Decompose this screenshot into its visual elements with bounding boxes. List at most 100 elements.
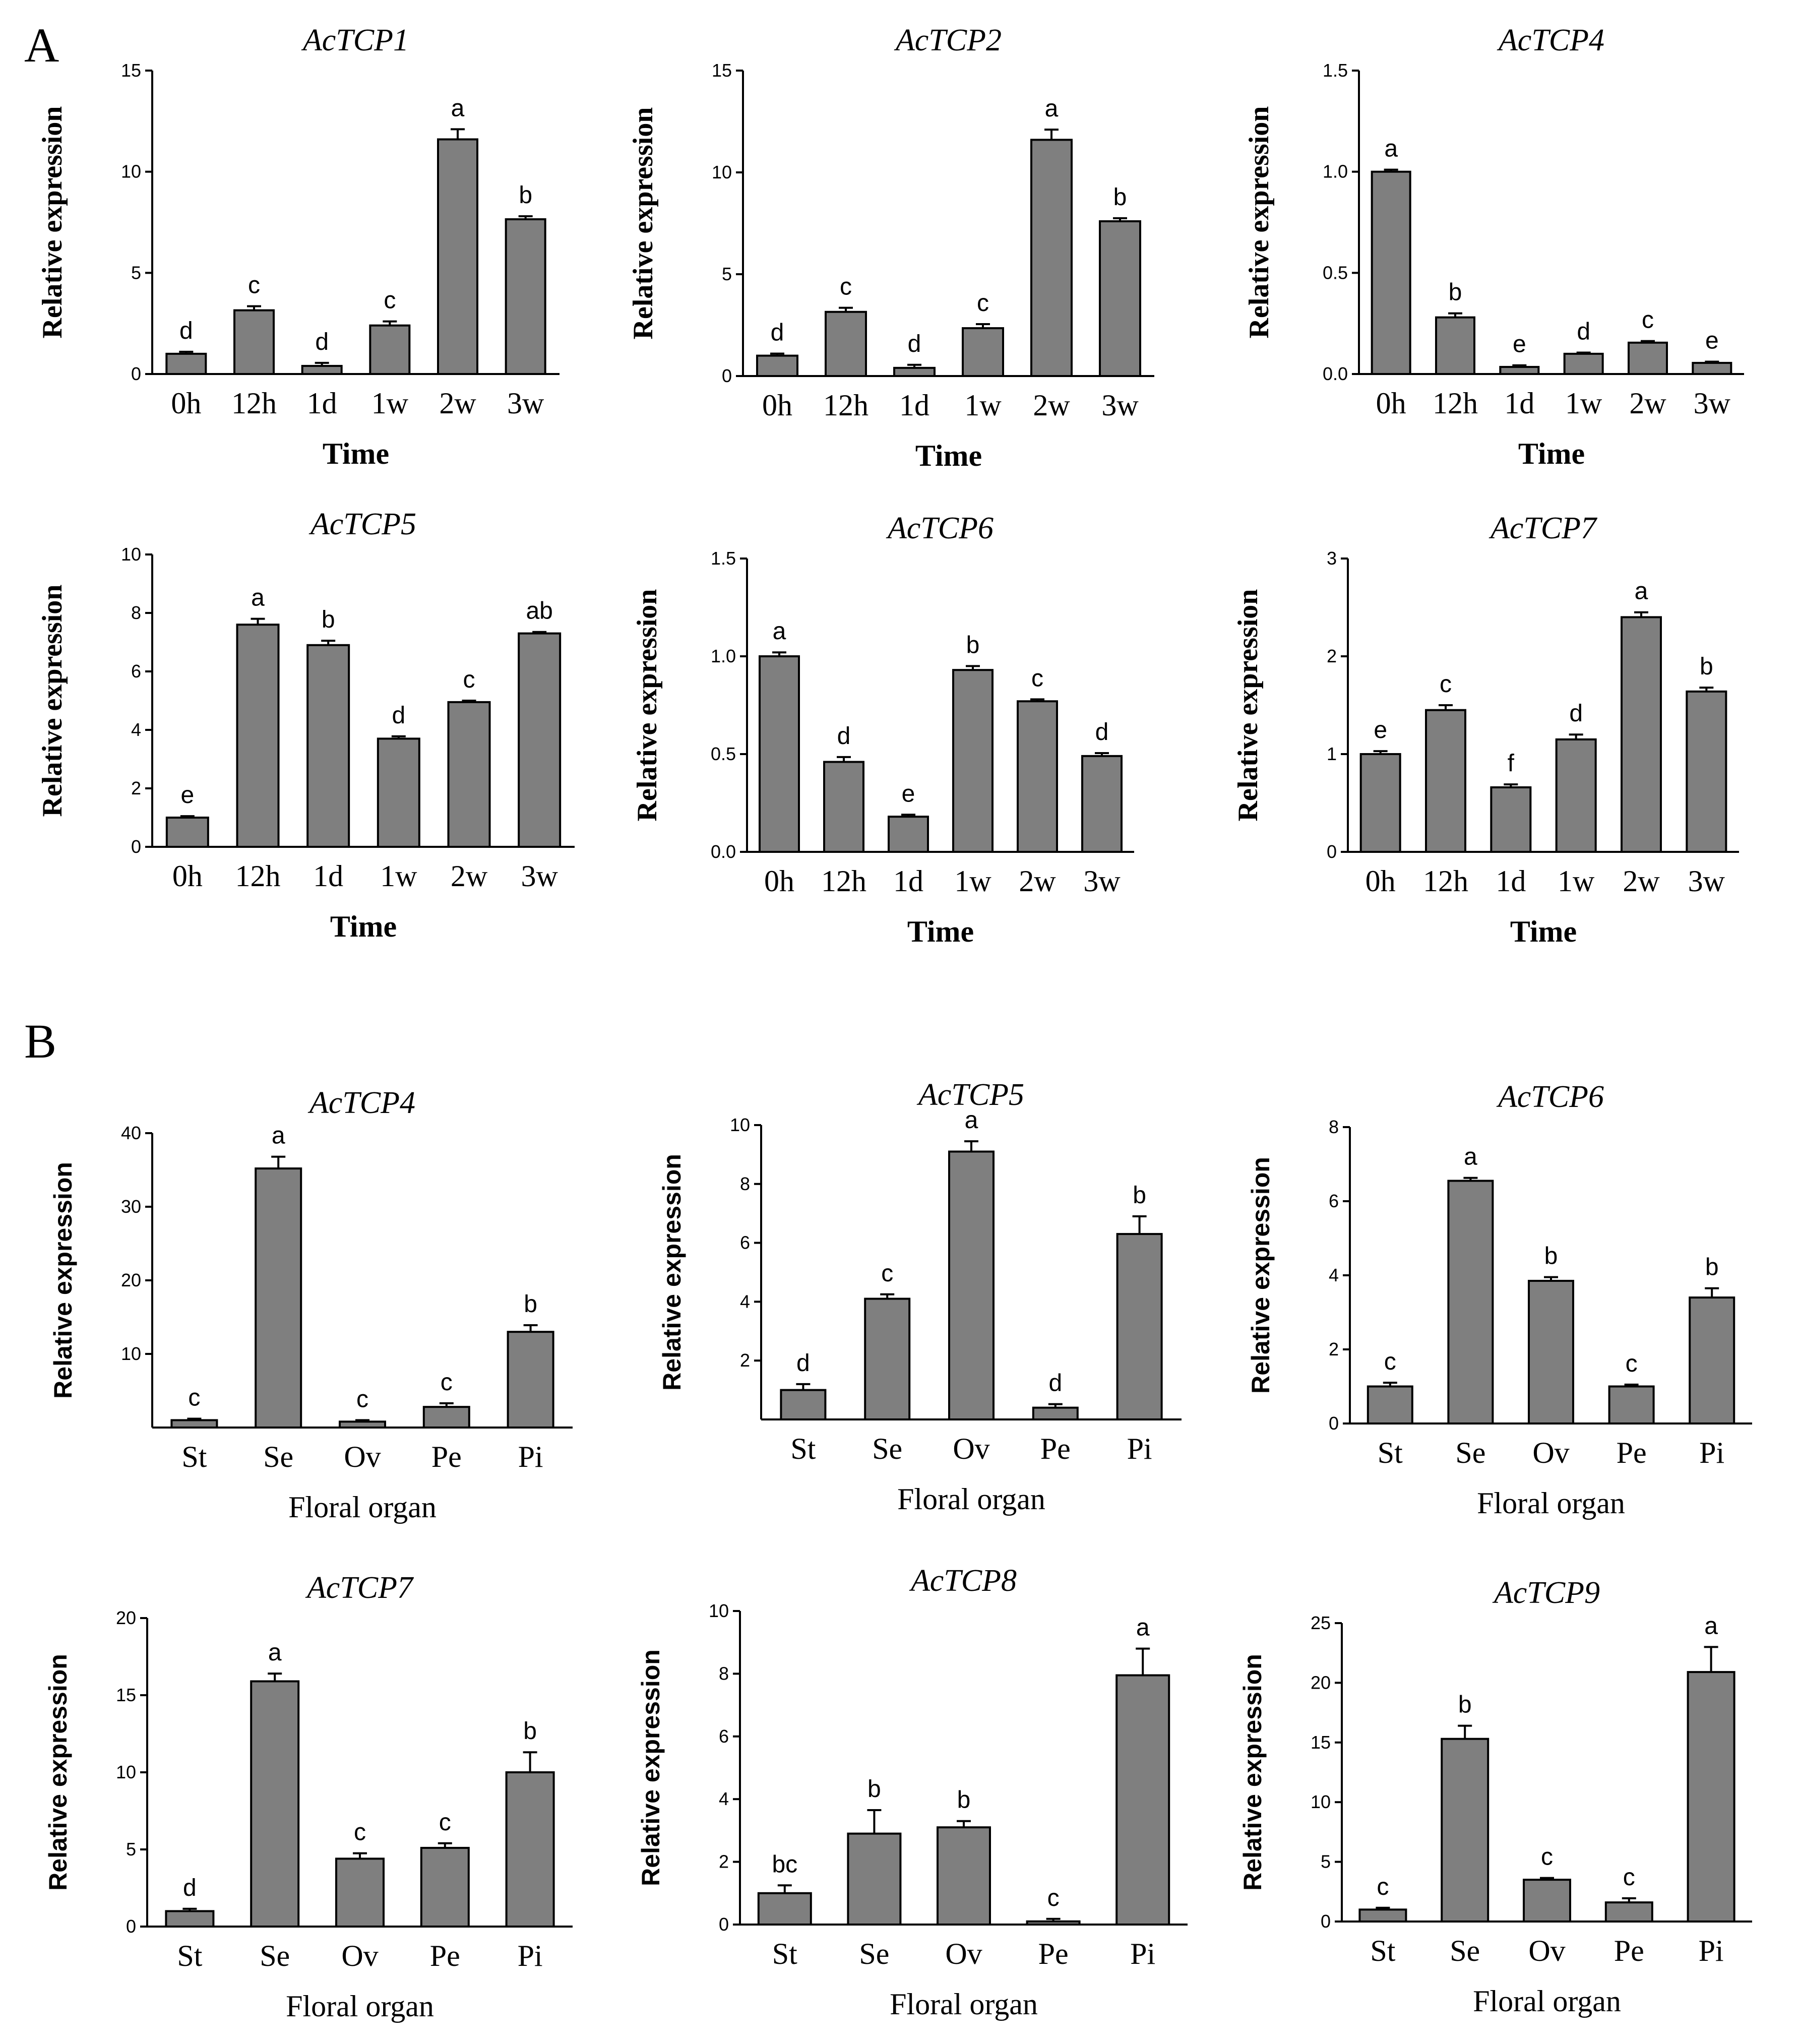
x-axis-label: Time xyxy=(1510,915,1577,948)
y-tick-label: 0 xyxy=(131,836,141,857)
significance-label: a xyxy=(451,95,465,121)
bar xyxy=(893,366,936,378)
significance-label: a xyxy=(1464,1144,1477,1170)
bar xyxy=(864,1297,911,1421)
significance-label: c xyxy=(1541,1844,1553,1871)
x-tick-label: 1w xyxy=(380,859,417,893)
bar xyxy=(335,1857,385,1928)
chart-title: AcTCP7 xyxy=(1488,511,1598,545)
significance-label: d xyxy=(315,329,329,355)
bar xyxy=(233,309,275,376)
bar xyxy=(1425,709,1466,853)
y-tick-label: 20 xyxy=(116,1607,136,1628)
bar xyxy=(422,1406,470,1429)
bar xyxy=(1116,1233,1163,1421)
significance-label: a xyxy=(1704,1613,1718,1639)
y-tick-label: 0 xyxy=(1321,1911,1331,1932)
significance-label: c xyxy=(384,287,396,314)
bar xyxy=(1523,1879,1571,1923)
y-tick-label: 8 xyxy=(740,1173,750,1194)
significance-label: b xyxy=(322,606,335,633)
x-tick-label: 0h xyxy=(1376,387,1406,420)
bar xyxy=(1441,1738,1490,1923)
chart-title: AcTCP1 xyxy=(301,23,409,57)
x-tick-label: Pe xyxy=(1614,1934,1644,1967)
x-tick-label: Ov xyxy=(1528,1934,1565,1967)
y-tick-label: 8 xyxy=(719,1663,729,1684)
significance-label: c xyxy=(1626,1350,1638,1377)
chart-title: AcTCP4 xyxy=(1497,23,1604,57)
bar xyxy=(1115,1674,1170,1926)
significance-label: b xyxy=(523,1718,537,1745)
y-tick-label: 10 xyxy=(121,544,141,565)
x-tick-label: St xyxy=(177,1939,202,1972)
bar xyxy=(437,138,478,375)
bar xyxy=(1030,139,1073,377)
bar xyxy=(1687,1671,1735,1923)
y-axis-label: Relative expression xyxy=(632,589,663,822)
y-axis-label: Relative expression xyxy=(658,1154,686,1391)
bar xyxy=(1686,690,1727,853)
bar xyxy=(952,669,994,853)
bar xyxy=(1528,1280,1574,1424)
bar xyxy=(1358,1908,1407,1923)
x-tick-label: 1w xyxy=(371,387,409,420)
y-tick-label: 5 xyxy=(126,1839,136,1860)
significance-label: e xyxy=(1705,328,1719,354)
significance-label: b xyxy=(1544,1243,1558,1270)
y-tick-label: 0 xyxy=(126,1916,136,1937)
x-tick-label: Se xyxy=(263,1440,293,1473)
x-axis-label: Floral organ xyxy=(286,1990,434,2023)
significance-label: a xyxy=(272,1123,285,1149)
y-axis-label: Relative expression xyxy=(37,585,68,817)
y-tick-label: 10 xyxy=(730,1114,750,1135)
chart-title: AcTCP5 xyxy=(308,507,416,541)
bar xyxy=(505,1771,555,1928)
y-tick-label: 0 xyxy=(719,1914,729,1935)
x-tick-label: Pi xyxy=(1699,1436,1724,1469)
significance-label: c xyxy=(248,272,260,299)
bar xyxy=(962,327,1004,377)
significance-label: d xyxy=(796,1350,810,1377)
x-tick-label: 12h xyxy=(1433,387,1478,420)
x-tick-label: 3w xyxy=(1101,389,1139,422)
bar xyxy=(165,1910,215,1928)
bar xyxy=(1447,1180,1494,1424)
y-tick-label: 1.5 xyxy=(711,548,736,569)
x-tick-label: Pi xyxy=(518,1440,543,1473)
significance-label: d xyxy=(179,318,193,344)
x-tick-label: 0h xyxy=(762,389,792,422)
significance-label: d xyxy=(908,331,921,357)
y-tick-label: 1 xyxy=(1327,744,1337,764)
x-tick-label: St xyxy=(772,1937,797,1970)
significance-label: d xyxy=(1577,318,1590,345)
y-tick-label: 8 xyxy=(131,602,141,623)
bar xyxy=(1081,755,1123,853)
x-tick-label: 3w xyxy=(507,387,544,420)
y-tick-label: 2 xyxy=(131,778,141,798)
x-tick-label: 12h xyxy=(235,859,281,893)
y-tick-label: 6 xyxy=(131,661,141,682)
x-tick-label: Pe xyxy=(1040,1432,1071,1465)
significance-label: a xyxy=(1136,1615,1150,1641)
significance-label: d xyxy=(1095,719,1109,746)
y-tick-label: 0.5 xyxy=(711,744,736,764)
y-tick-label: 10 xyxy=(712,162,732,182)
significance-label: b xyxy=(1113,184,1127,211)
significance-label: c xyxy=(1384,1348,1396,1375)
x-tick-label: 1w xyxy=(1565,387,1602,420)
y-tick-label: 2 xyxy=(740,1350,750,1371)
y-axis-label: Relative expression xyxy=(628,107,659,340)
x-tick-label: 3w xyxy=(521,859,558,893)
y-tick-label: 1.0 xyxy=(1323,161,1348,182)
significance-label: b xyxy=(524,1291,537,1318)
significance-label: c xyxy=(1642,307,1654,334)
x-tick-label: Ov xyxy=(344,1440,381,1473)
bar xyxy=(937,1826,991,1926)
bar xyxy=(236,624,280,848)
significance-label: a xyxy=(251,585,265,611)
x-axis-label: Time xyxy=(915,439,982,472)
y-tick-label: 25 xyxy=(1311,1613,1331,1633)
